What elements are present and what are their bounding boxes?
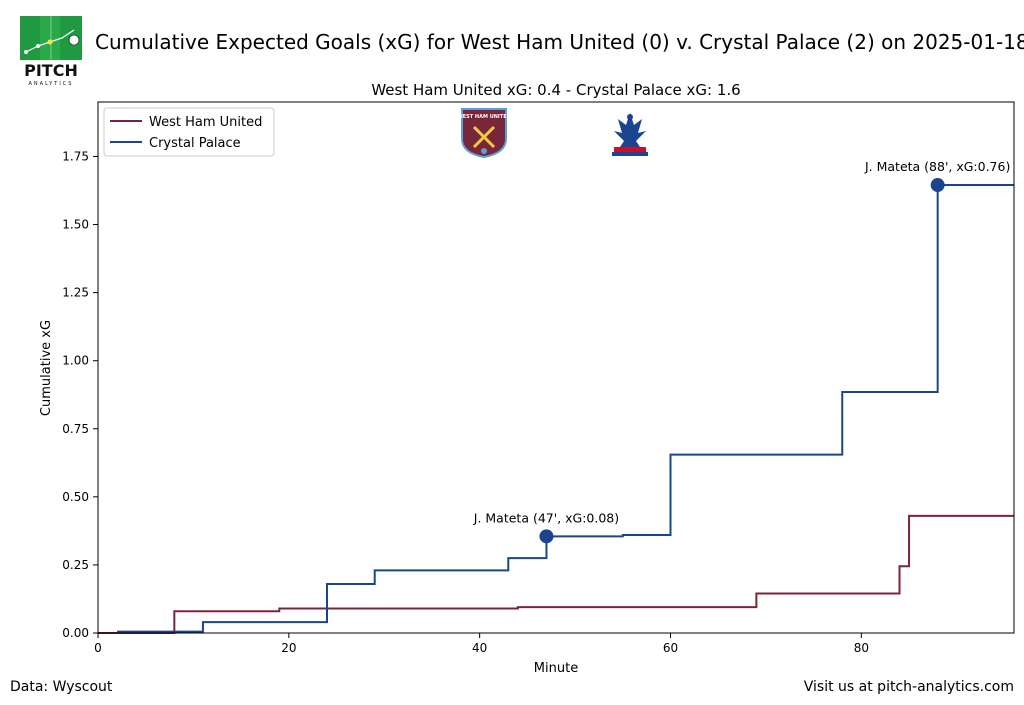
x-tick-label: 40 (472, 641, 487, 655)
x-tick-label: 0 (94, 641, 102, 655)
y-tick-label: 1.75 (62, 149, 89, 163)
axes-frame (97, 101, 1015, 634)
goal-marker (539, 529, 554, 544)
x-axis-label: Minute (534, 661, 578, 676)
legend-label-crystal-palace: Crystal Palace (149, 136, 241, 151)
logo-text: PITCH (24, 61, 78, 80)
y-tick-label: 1.50 (62, 218, 89, 232)
x-tick-label: 60 (663, 641, 678, 655)
y-tick-label: 0.25 (62, 558, 89, 572)
site-link: Visit us at pitch-analytics.com (803, 679, 1014, 695)
goal-marker (930, 178, 945, 193)
goal-annotation: J. Mateta (47', xG:0.08) (473, 510, 619, 525)
y-axis-label: Cumulative xG (39, 320, 54, 416)
logo-subtext: ANALYTICS (29, 81, 74, 87)
x-tick-label: 20 (281, 641, 296, 655)
y-tick-label: 0.75 (62, 422, 89, 436)
y-tick-label: 0.00 (62, 626, 89, 640)
pitch-analytics-logo: PITCH ANALYTICS (20, 16, 82, 87)
legend: West Ham United Crystal Palace (103, 107, 275, 157)
y-tick-label: 1.25 (62, 286, 89, 300)
y-tick-label: 0.50 (62, 490, 89, 504)
data-source: Data: Wyscout (10, 679, 113, 695)
goal-annotation: J. Mateta (88', xG:0.76) (864, 159, 1010, 174)
legend-label-west-ham: West Ham United (149, 115, 262, 130)
series-line-crystal-palace (117, 184, 1014, 633)
page-title: Cumulative Expected Goals (xG) for West … (95, 30, 1024, 54)
crystal-palace-crest (612, 113, 648, 156)
chart-title: West Ham United xG: 0.4 - Crystal Palace… (371, 81, 740, 99)
x-tick-label: 80 (854, 641, 869, 655)
y-tick-label: 1.00 (62, 354, 89, 368)
west-ham-crest-text: WEST HAM UNITED (457, 114, 511, 120)
series-line-west-ham-united (98, 514, 1014, 634)
west-ham-crest: WEST HAM UNITED (457, 108, 511, 159)
